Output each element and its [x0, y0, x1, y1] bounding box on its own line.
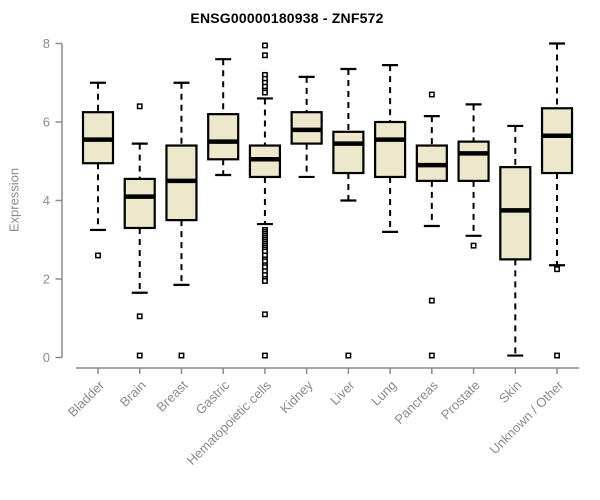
box-brain — [123, 177, 156, 230]
y-tick-label: 2 — [43, 272, 50, 287]
outlier-brain — [136, 313, 143, 320]
x-tick-label-unknown-other: Unknown / Other — [487, 377, 567, 457]
outlier-pancreas — [428, 297, 435, 304]
outlier-pancreas — [428, 91, 435, 98]
outlier-hematopoietic-cells — [261, 89, 268, 96]
chart-title: ENSG00000180938 - ZNF572 — [190, 10, 384, 26]
box-liver — [332, 130, 365, 175]
outlier-prostate — [470, 242, 477, 249]
outlier-pancreas — [428, 352, 435, 359]
outlier-brain — [136, 352, 143, 359]
x-tick-label-breast: Breast — [153, 377, 190, 414]
outlier-hematopoietic-cells — [261, 311, 268, 318]
box-prostate — [457, 140, 490, 182]
box-unknown-other — [540, 107, 574, 175]
box-skin — [499, 166, 532, 261]
outlier-unknown-other — [554, 266, 560, 273]
outlier-bladder — [95, 252, 101, 259]
x-tick-label-skin: Skin — [496, 378, 524, 406]
y-tick-label: 4 — [43, 193, 50, 208]
x-tick-label-prostate: Prostate — [438, 378, 483, 423]
box-lung — [374, 120, 407, 179]
x-tick-label-liver: Liver — [327, 377, 358, 408]
outlier-hematopoietic-cells — [261, 278, 268, 284]
x-tick-label-brain: Brain — [117, 378, 149, 410]
x-tick-label-bladder: Bladder — [65, 377, 108, 420]
outlier-liver — [345, 352, 352, 359]
outlier-unknown-other — [554, 352, 560, 359]
x-tick-label-gastric: Gastric — [193, 377, 233, 417]
y-tick-label: 0 — [43, 350, 50, 365]
outlier-brain — [136, 103, 143, 110]
outlier-hematopoietic-cells — [261, 42, 268, 49]
y-tick-label: 8 — [43, 36, 50, 51]
x-tick-label-lung: Lung — [368, 378, 399, 409]
y-axis-title: Expression — [6, 167, 22, 233]
outlier-breast — [178, 352, 185, 359]
outlier-hematopoietic-cells — [261, 52, 268, 59]
outlier-hematopoietic-cells — [261, 352, 268, 359]
box-gastric — [207, 113, 240, 161]
x-tick-label-kidney: Kidney — [277, 377, 316, 416]
y-tick-label: 6 — [43, 115, 50, 130]
x-tick-label-pancreas: Pancreas — [392, 377, 442, 427]
